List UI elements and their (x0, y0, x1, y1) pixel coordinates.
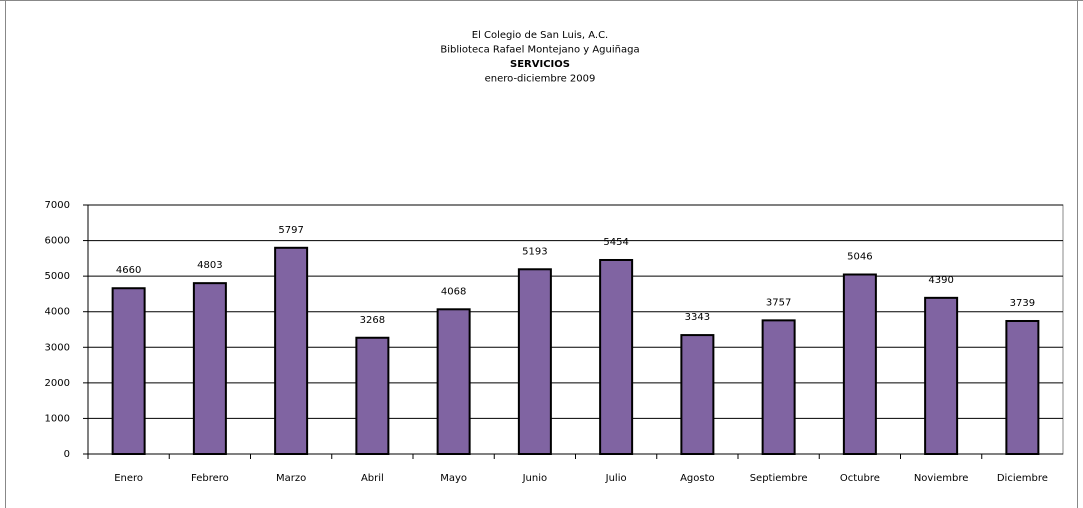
value-label: 3268 (360, 315, 385, 326)
value-label: 3343 (685, 312, 710, 323)
value-label: 5046 (847, 252, 872, 263)
x-tick-label: Noviembre (914, 473, 969, 484)
bar (111, 287, 146, 456)
x-tick-label: Julio (605, 473, 627, 484)
x-tick-label: Octubre (840, 473, 880, 484)
value-label: 4660 (116, 265, 141, 276)
x-tick-label: Febrero (191, 473, 229, 484)
bar (436, 308, 471, 456)
value-label: 5193 (522, 246, 547, 257)
x-tick-label: Septiembre (750, 473, 808, 484)
bar (1005, 319, 1040, 456)
y-tick-label: 1000 (45, 413, 70, 424)
bar (192, 282, 227, 455)
y-tick-label: 7000 (45, 200, 70, 211)
title-line: Biblioteca Rafael Montejano y Aguiñaga (440, 45, 639, 56)
x-tick-label: Marzo (276, 473, 306, 484)
x-tick-label: Mayo (440, 473, 467, 484)
title-line: enero-diciembre 2009 (485, 74, 596, 85)
y-tick-label: 6000 (45, 236, 70, 247)
bar (761, 319, 796, 456)
value-label: 3739 (1010, 298, 1035, 309)
x-tick-label: Abril (361, 473, 384, 484)
value-label: 4803 (197, 260, 222, 271)
y-tick-label: 2000 (45, 378, 70, 389)
title-line: SERVICIOS (510, 59, 570, 70)
value-label: 5797 (278, 225, 303, 236)
bar (355, 336, 390, 455)
bar (517, 268, 552, 455)
y-tick-label: 0 (64, 449, 70, 460)
bar (599, 258, 634, 456)
bar (680, 334, 715, 455)
y-tick-label: 5000 (45, 271, 70, 282)
value-label: 4390 (928, 275, 953, 286)
value-label: 4068 (441, 286, 466, 297)
bar (274, 246, 309, 455)
title-line: El Colegio de San Luis, A.C. (472, 30, 608, 41)
x-tick-label: Agosto (680, 473, 715, 484)
bar (924, 296, 959, 455)
value-label: 5454 (603, 237, 628, 248)
value-label: 3757 (766, 297, 791, 308)
x-tick-label: Enero (114, 473, 143, 484)
y-tick-label: 3000 (45, 342, 70, 353)
bar (842, 273, 877, 455)
x-tick-label: Diciembre (997, 473, 1048, 484)
x-tick-label: Junio (522, 473, 548, 484)
y-tick-label: 4000 (45, 307, 70, 318)
